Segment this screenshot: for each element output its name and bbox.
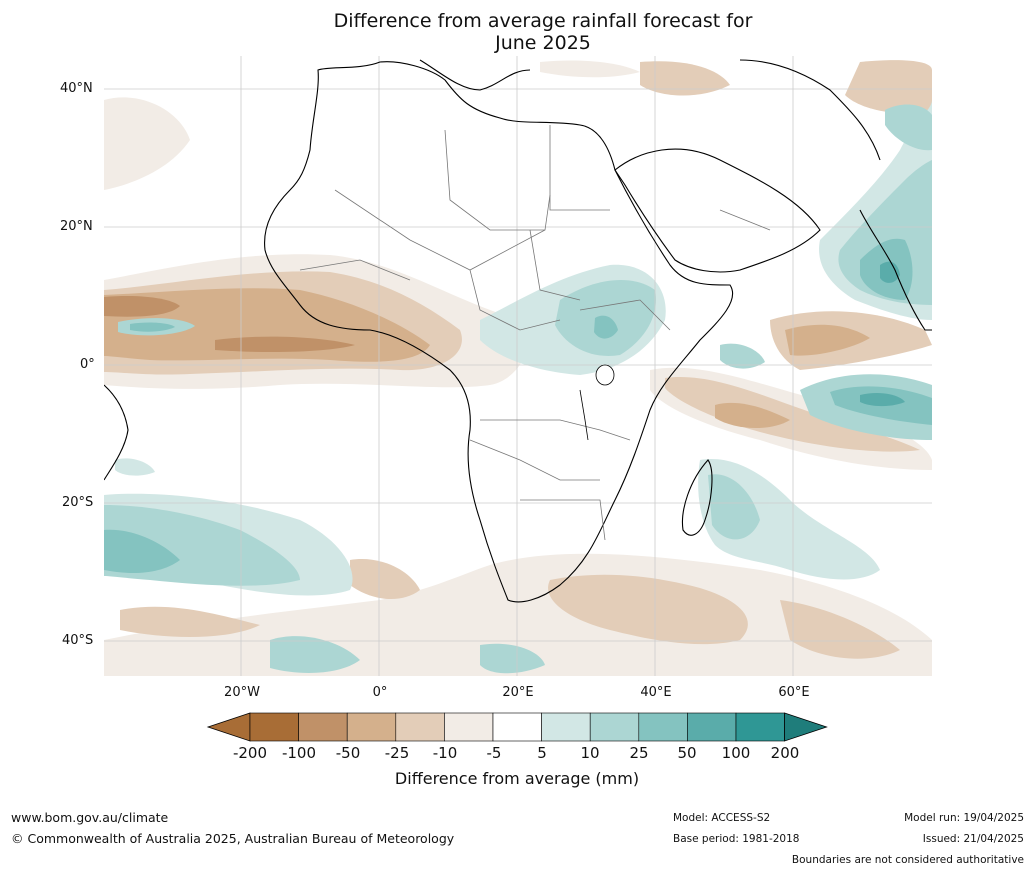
lat-label-40s: 40°S bbox=[62, 633, 94, 648]
colorbar-label: -10 bbox=[432, 744, 458, 762]
map-title: Difference from average rainfall forecas… bbox=[240, 10, 846, 54]
footer-base-period: Base period: 1981-2018 bbox=[673, 833, 800, 845]
graticule bbox=[104, 56, 932, 676]
colorbar-swatch bbox=[735, 712, 785, 742]
lat-label-20n: 20°N bbox=[60, 219, 93, 234]
footer-model-run: Model run: 19/04/2025 bbox=[904, 812, 1024, 824]
lat-label-20s: 20°S bbox=[62, 495, 94, 510]
colorbar-swatch bbox=[395, 712, 445, 742]
colorbar-label: -50 bbox=[335, 744, 361, 762]
colorbar-swatch bbox=[298, 712, 348, 742]
colorbar-label: 50 bbox=[677, 744, 697, 762]
lat-label-40n: 40°N bbox=[60, 81, 93, 96]
colorbar-swatch bbox=[492, 712, 542, 742]
colorbar-label: 100 bbox=[721, 744, 751, 762]
lon-label-20w: 20°W bbox=[224, 685, 260, 700]
continent-outlines bbox=[104, 59, 932, 603]
title-line-2: June 2025 bbox=[495, 32, 591, 54]
colorbar-extend-high bbox=[784, 712, 828, 742]
lon-label-40e: 40°E bbox=[640, 685, 672, 700]
colorbar-swatch bbox=[638, 712, 688, 742]
colorbar-label: -200 bbox=[232, 744, 268, 762]
footer-copyright: © Commonwealth of Australia 2025, Austra… bbox=[11, 831, 455, 846]
colorbar-swatch bbox=[687, 712, 737, 742]
colorbar-label: -5 bbox=[486, 744, 502, 762]
colorbar-swatch bbox=[249, 712, 299, 742]
colorbar-label: -25 bbox=[384, 744, 410, 762]
country-borders bbox=[299, 125, 771, 541]
map-plot-area bbox=[104, 56, 932, 676]
colorbar-swatch bbox=[589, 712, 640, 742]
lon-label-60e: 60°E bbox=[778, 685, 810, 700]
lat-label-0: 0° bbox=[80, 357, 95, 372]
colorbar-label: -100 bbox=[281, 744, 317, 762]
colorbar-label: 25 bbox=[629, 744, 649, 762]
colorbar-label: 200 bbox=[770, 744, 800, 762]
lon-label-0: 0° bbox=[372, 685, 388, 700]
colorbar-swatch bbox=[541, 712, 591, 742]
colorbar-title: Difference from average (mm) bbox=[394, 769, 640, 788]
footer-issued: Issued: 21/04/2025 bbox=[922, 833, 1024, 845]
footer-url: www.bom.gov.au/climate bbox=[11, 810, 169, 825]
colorbar-label: 5 bbox=[537, 744, 547, 762]
footer-disclaimer: Boundaries are not considered authoritat… bbox=[791, 854, 1024, 866]
footer-model: Model: ACCESS-S2 bbox=[673, 812, 771, 824]
colorbar bbox=[206, 712, 828, 742]
colorbar-extend-low bbox=[206, 712, 251, 742]
lakes bbox=[579, 364, 615, 441]
colorbar-swatch bbox=[346, 712, 397, 742]
title-line-1: Difference from average rainfall forecas… bbox=[333, 10, 753, 32]
colorbar-label: 10 bbox=[580, 744, 600, 762]
colorbar-swatch bbox=[444, 712, 494, 742]
wet-anomaly-regions bbox=[104, 100, 932, 674]
lon-label-20e: 20°E bbox=[502, 685, 534, 700]
